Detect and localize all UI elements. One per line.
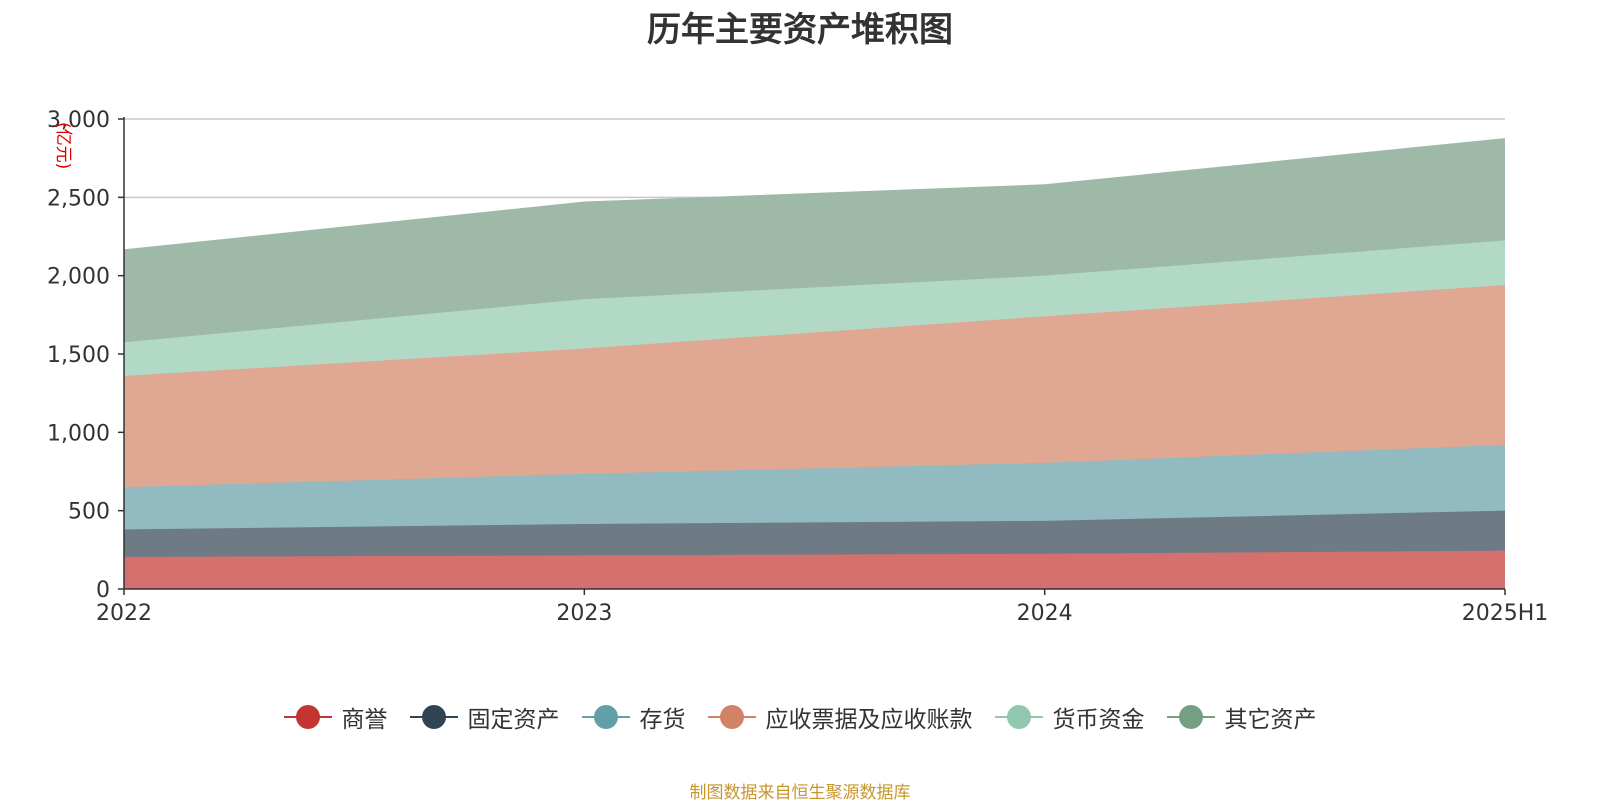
- legend-item-2[interactable]: 固定资产: [409, 700, 560, 734]
- legend-item-4[interactable]: 应收票据及应收账款: [707, 700, 973, 734]
- legend-marker: [283, 705, 332, 729]
- area-series-4: [124, 285, 1505, 488]
- legend-marker: [409, 705, 458, 729]
- area-series-1: [124, 550, 1505, 589]
- y-tick-label: 2,500: [47, 186, 110, 211]
- y-tick-label: 500: [68, 500, 110, 525]
- x-tick-label: 2024: [1017, 601, 1073, 626]
- chart-title: 历年主要资产堆积图: [647, 10, 953, 50]
- legend-item-5[interactable]: 货币资金: [994, 700, 1145, 734]
- y-tick-label: 0: [96, 578, 110, 603]
- axes: [118, 117, 1506, 595]
- tick-labels: 0 500 1,000 1,500 2,000 2,500 3,000 2022 2023 202…: [47, 108, 1548, 626]
- legend-marker: [581, 705, 630, 729]
- legend-item-3[interactable]: 存货: [581, 700, 686, 734]
- x-tick-label: 2025H1: [1462, 601, 1549, 626]
- stacked-area-chart: 0 500 1,000 1,500 2,000 2,500 3,000 2022 2023 202…: [47, 108, 1548, 626]
- x-tick-label: 2023: [556, 601, 612, 626]
- area-series: [123, 138, 1506, 589]
- legend-label: 存货: [639, 707, 686, 733]
- legend: 商誉 固定资产 存货 应收票据及应收账款 货币资金 其它资产: [0, 700, 1600, 734]
- area-series-6: [124, 138, 1505, 343]
- area-series-3: [124, 444, 1505, 530]
- area-series-2: [124, 510, 1505, 557]
- area-edge-6: [123, 138, 1506, 251]
- legend-marker: [1166, 705, 1215, 729]
- legend-label: 应收票据及应收账款: [765, 707, 973, 733]
- y-tick-label: 1,500: [47, 343, 110, 368]
- legend-label: 其它资产: [1224, 707, 1317, 733]
- y-tick-label: 2,000: [47, 265, 110, 290]
- legend-marker: [994, 705, 1043, 729]
- legend-label: 商誉: [341, 707, 388, 733]
- legend-label: 货币资金: [1052, 707, 1145, 733]
- area-edge-5: [123, 239, 1506, 343]
- area-series-5: [124, 240, 1505, 376]
- y-unit-label: (亿元): [53, 122, 73, 169]
- legend-item-6[interactable]: 其它资产: [1166, 700, 1317, 734]
- y-tick-label: 1,000: [47, 421, 110, 446]
- legend-label: 固定资产: [467, 707, 560, 733]
- x-tick-label: 2022: [96, 601, 152, 626]
- legend-item-1[interactable]: 商誉: [283, 700, 388, 734]
- area-edge-4: [123, 284, 1506, 377]
- y-tick-label: 3,000: [47, 108, 110, 133]
- legend-marker: [707, 705, 756, 729]
- source-note: 制图数据来自恒生聚源数据库: [689, 783, 911, 803]
